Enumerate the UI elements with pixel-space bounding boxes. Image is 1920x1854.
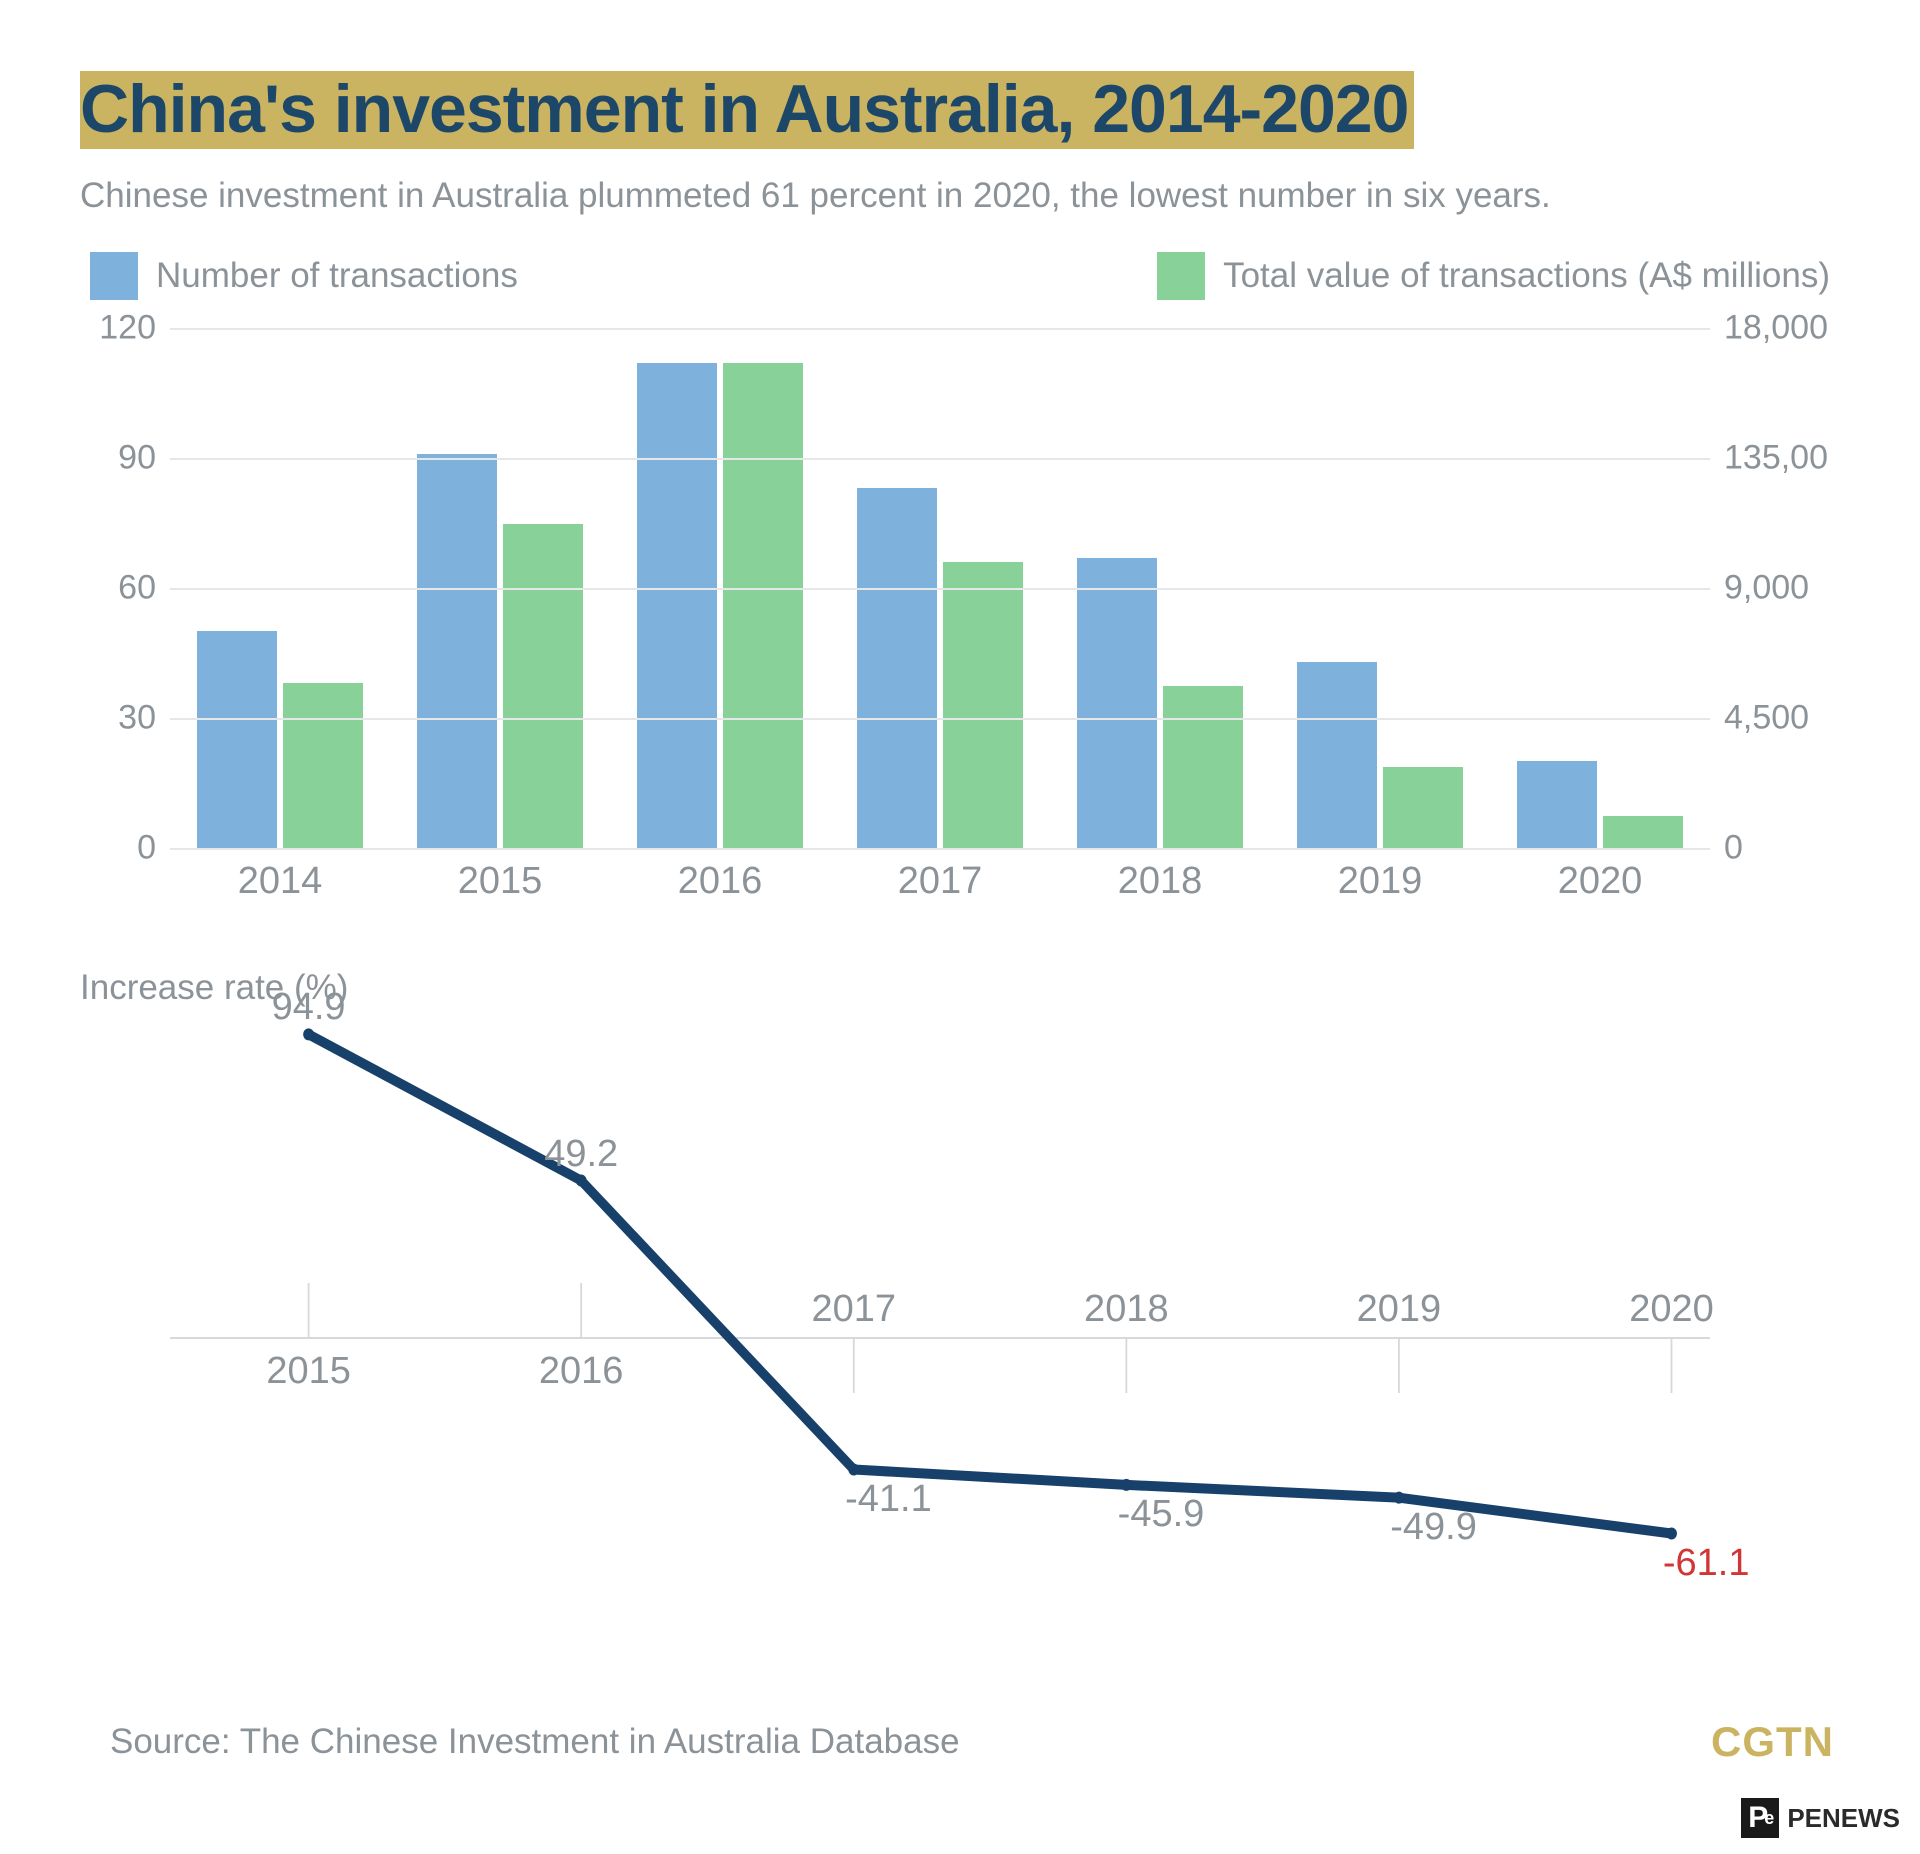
y-left-tick: 0 (76, 829, 156, 868)
line-value-label: -49.9 (1390, 1506, 1477, 1549)
y-right-tick: 0 (1724, 829, 1844, 868)
gridline (170, 328, 1710, 330)
line-chart-section: Increase rate (%) 94.9201549.22016-41.12… (80, 968, 1840, 1578)
chart-subtitle: Chinese investment in Australia plummete… (80, 176, 1840, 216)
y-left-tick: 60 (76, 569, 156, 608)
bar-x-label: 2017 (830, 848, 1050, 908)
legend-label-2: Total value of transactions (A$ millions… (1223, 256, 1830, 296)
line-value-label: -41.1 (845, 1478, 932, 1521)
y-axis-left: 0306090120 (80, 328, 170, 848)
bar-value (1603, 816, 1683, 848)
bar-transactions (197, 631, 277, 848)
bar-value (1163, 686, 1243, 848)
bar-x-label: 2015 (390, 848, 610, 908)
y-right-tick: 4,500 (1724, 699, 1844, 738)
line-x-label: 2020 (1629, 1288, 1714, 1331)
line-x-label: 2016 (539, 1350, 624, 1393)
chart-title: China's investment in Australia, 2014-20… (80, 71, 1414, 149)
bar-x-label: 2019 (1270, 848, 1490, 908)
legend-item-value: Total value of transactions (A$ millions… (1157, 252, 1830, 300)
line-value-label: 94.9 (272, 986, 346, 1029)
bar-value (503, 524, 583, 848)
line-x-label: 2019 (1357, 1288, 1442, 1331)
y-left-tick: 30 (76, 699, 156, 738)
line-value-label: 49.2 (544, 1133, 618, 1176)
legend-swatch-1 (90, 252, 138, 300)
y-right-tick: 135,00 (1724, 439, 1844, 478)
bar-value (1383, 767, 1463, 848)
line-value-label: -61.1 (1663, 1542, 1750, 1585)
bar-value (723, 363, 803, 848)
bar-transactions (1297, 662, 1377, 848)
line-x-label: 2017 (811, 1288, 896, 1331)
penews-label: PENEWS (1787, 1803, 1900, 1834)
y-left-tick: 120 (76, 309, 156, 348)
legend: Number of transactions Total value of tr… (80, 252, 1840, 300)
gridline (170, 718, 1710, 720)
penews-badge: Pe PENEWS (1741, 1798, 1900, 1838)
y-right-tick: 9,000 (1724, 569, 1844, 608)
legend-label-1: Number of transactions (156, 256, 518, 296)
gridline (170, 588, 1710, 590)
legend-swatch-2 (1157, 252, 1205, 300)
line-x-label: 2015 (266, 1350, 351, 1393)
source-text: Source: The Chinese Investment in Austra… (110, 1722, 960, 1762)
line-chart: 94.9201549.22016-41.12017-45.92018-49.92… (170, 1018, 1710, 1578)
bar-plot-area (170, 328, 1710, 848)
y-axis-right: 04,5009,000135,0018,000 (1710, 328, 1840, 848)
bar-x-label: 2018 (1050, 848, 1270, 908)
bar-x-label: 2020 (1490, 848, 1710, 908)
bar-x-label: 2014 (170, 848, 390, 908)
bar-transactions (1517, 761, 1597, 848)
bar-x-labels: 2014201520162017201820192020 (170, 848, 1710, 908)
y-left-tick: 90 (76, 439, 156, 478)
bar-value (283, 683, 363, 848)
y-right-tick: 18,000 (1724, 309, 1844, 348)
line-x-label: 2018 (1084, 1288, 1169, 1331)
bar-transactions (637, 363, 717, 848)
bar-value (943, 562, 1023, 848)
legend-item-transactions: Number of transactions (90, 252, 518, 300)
bar-x-label: 2016 (610, 848, 830, 908)
penews-logo-icon: Pe (1741, 1798, 1779, 1838)
bar-transactions (417, 454, 497, 848)
brand-cgtn: CGTN (1711, 1718, 1834, 1766)
bar-chart: 0306090120 04,5009,000135,0018,000 20142… (80, 328, 1840, 908)
bar-transactions (857, 488, 937, 848)
gridline (170, 458, 1710, 460)
line-value-label: -45.9 (1118, 1493, 1205, 1536)
bar-transactions (1077, 558, 1157, 848)
